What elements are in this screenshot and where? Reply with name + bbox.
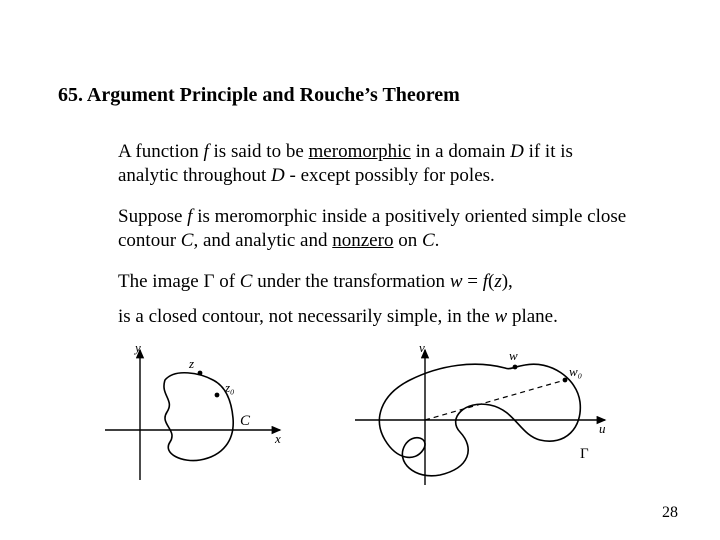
term-nonzero: nonzero <box>332 230 393 251</box>
slide: 65. Argument Principle and Rouche’s Theo… <box>0 0 720 540</box>
text: Suppose <box>118 206 187 227</box>
figure-svg: y x z z₀ C v u <box>105 340 615 500</box>
text: , and analytic and <box>193 230 332 251</box>
right-plot: v u w w₀ Γ <box>355 340 606 485</box>
text: ), <box>502 271 513 292</box>
var-C: C <box>240 271 253 292</box>
text: - except possibly for poles. <box>285 165 495 186</box>
var-C: C <box>181 230 194 251</box>
label-z0: z₀ <box>224 380 235 395</box>
term-meromorphic: meromorphic <box>309 141 411 162</box>
label-z: z <box>188 356 194 371</box>
text: is a closed contour, not necessarily sim… <box>118 306 495 327</box>
label-Gamma: Γ <box>580 446 589 462</box>
text: The image <box>118 271 203 292</box>
text: = <box>463 271 483 292</box>
text: in a domain <box>411 141 510 162</box>
left-plot: y x z z₀ C <box>105 340 281 480</box>
axis-label-x: x <box>274 431 281 446</box>
paragraph-3: The image Γ of C under the transformatio… <box>118 270 513 294</box>
paragraph-1: A function f is said to be meromorphic i… <box>118 140 628 188</box>
axis-label-v: v <box>419 340 425 355</box>
page-number: 28 <box>662 504 678 522</box>
text: of <box>214 271 239 292</box>
text: A function <box>118 141 204 162</box>
var-C: C <box>422 230 435 251</box>
section-title: 65. Argument Principle and Rouche’s Theo… <box>58 84 460 107</box>
paragraph-2: Suppose f is meromorphic inside a positi… <box>118 205 628 253</box>
label-w: w <box>509 348 518 363</box>
axis-label-u: u <box>599 421 606 436</box>
var-w: w <box>495 306 508 327</box>
text: . <box>435 230 440 251</box>
label-C: C <box>240 413 251 429</box>
paragraph-4: is a closed contour, not necessarily sim… <box>118 305 558 329</box>
text: on <box>393 230 422 251</box>
axis-label-y: y <box>133 340 141 355</box>
text: plane. <box>507 306 558 327</box>
var-D: D <box>510 141 524 162</box>
figure: y x z z₀ C v u <box>105 340 615 500</box>
var-w: w <box>450 271 463 292</box>
text: is said to be <box>209 141 309 162</box>
var-z: z <box>494 271 501 292</box>
var-D: D <box>271 165 285 186</box>
text: under the transformation <box>252 271 449 292</box>
label-w0: w₀ <box>569 364 582 379</box>
var-gamma: Γ <box>203 271 214 292</box>
